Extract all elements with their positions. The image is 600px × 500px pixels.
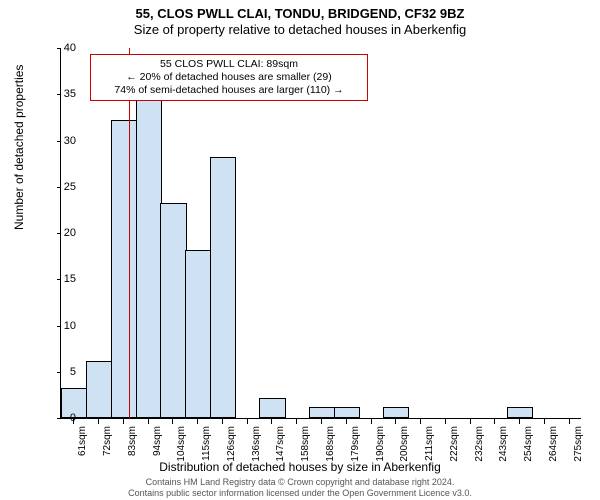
x-tick-mark	[321, 418, 322, 424]
y-tick-label: 15	[46, 273, 76, 285]
x-tick-mark	[494, 418, 495, 424]
bar	[507, 407, 533, 418]
bars-layer	[61, 48, 581, 418]
bar	[86, 361, 112, 419]
x-tick-mark	[569, 418, 570, 424]
bar	[334, 407, 360, 418]
bar	[309, 407, 335, 418]
title-line-1: 55, CLOS PWLL CLAI, TONDU, BRIDGEND, CF3…	[0, 6, 600, 22]
reference-line	[129, 48, 130, 418]
bar	[111, 120, 137, 418]
y-tick-label: 35	[46, 88, 76, 100]
x-tick-mark	[371, 418, 372, 424]
annotation-box: 55 CLOS PWLL CLAI: 89sqm ← 20% of detach…	[90, 54, 368, 101]
x-tick-mark	[519, 418, 520, 424]
x-tick-mark	[296, 418, 297, 424]
y-tick-label: 25	[46, 181, 76, 193]
chart-container: 55, CLOS PWLL CLAI, TONDU, BRIDGEND, CF3…	[0, 0, 600, 500]
x-axis-label: Distribution of detached houses by size …	[0, 460, 600, 474]
y-axis-label: Number of detached properties	[12, 65, 26, 230]
x-tick-mark	[222, 418, 223, 424]
x-tick-mark	[420, 418, 421, 424]
x-tick-mark	[395, 418, 396, 424]
x-tick-mark	[123, 418, 124, 424]
y-tick-label: 30	[46, 135, 76, 147]
annotation-line-2: ← 20% of detached houses are smaller (29…	[97, 71, 361, 84]
title-line-2: Size of property relative to detached ho…	[0, 22, 600, 38]
x-tick-mark	[346, 418, 347, 424]
y-tick-label: 20	[46, 227, 76, 239]
bar	[185, 250, 211, 419]
plot-area: 61sqm72sqm83sqm94sqm104sqm115sqm126sqm13…	[60, 48, 581, 419]
y-tick-label: 40	[46, 42, 76, 54]
footer-line-2: Contains public sector information licen…	[0, 488, 600, 498]
x-tick-mark	[247, 418, 248, 424]
title-block: 55, CLOS PWLL CLAI, TONDU, BRIDGEND, CF3…	[0, 0, 600, 39]
bar	[160, 203, 186, 418]
annotation-line-3: 74% of semi-detached houses are larger (…	[97, 84, 361, 97]
bar	[259, 398, 285, 419]
bar	[383, 407, 409, 418]
x-tick-mark	[544, 418, 545, 424]
x-tick-mark	[470, 418, 471, 424]
annotation-line-1: 55 CLOS PWLL CLAI: 89sqm	[97, 58, 361, 71]
x-tick-mark	[172, 418, 173, 424]
y-tick-label: 10	[46, 320, 76, 332]
x-tick-mark	[271, 418, 272, 424]
y-tick-label: 5	[46, 366, 76, 378]
x-tick-mark	[197, 418, 198, 424]
footer-line-1: Contains HM Land Registry data © Crown c…	[0, 477, 600, 487]
bar	[210, 157, 236, 418]
x-tick-mark	[445, 418, 446, 424]
y-tick-label: 0	[46, 412, 76, 424]
x-tick-mark	[98, 418, 99, 424]
bar	[136, 92, 162, 418]
footer: Contains HM Land Registry data © Crown c…	[0, 477, 600, 498]
x-tick-mark	[148, 418, 149, 424]
